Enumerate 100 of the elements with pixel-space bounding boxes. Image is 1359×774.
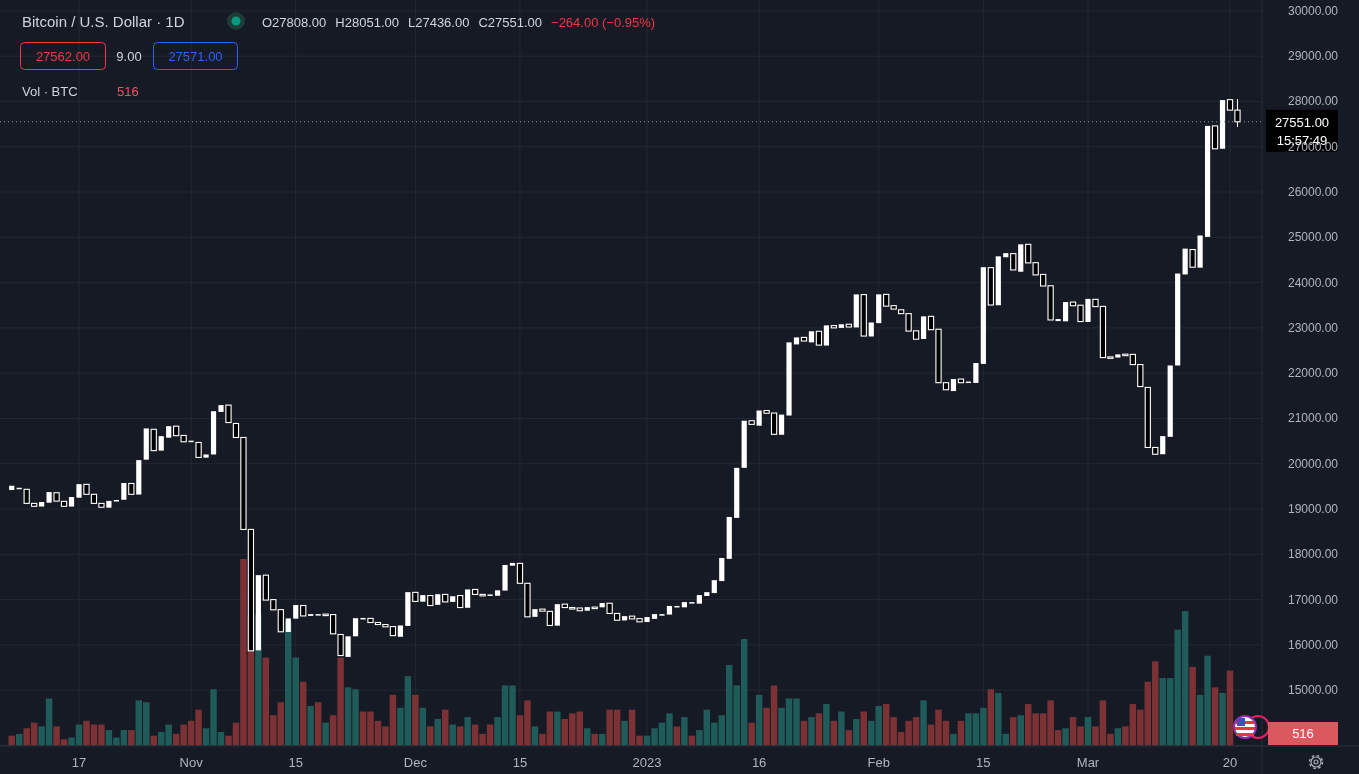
y-tick-label: 25000.00 xyxy=(1287,230,1339,245)
candlestick xyxy=(980,267,986,364)
candlestick xyxy=(957,378,965,384)
candlestick xyxy=(860,294,867,337)
annotation: 9.00 xyxy=(116,49,142,64)
candlestick xyxy=(442,593,449,603)
candlestick xyxy=(726,516,732,559)
candlestick xyxy=(405,592,411,626)
candlestick xyxy=(397,625,403,637)
bar xyxy=(427,726,434,745)
candlestick xyxy=(285,618,291,632)
y-tick-label: 17000.00 xyxy=(1287,592,1339,607)
x-tick-label: 15 xyxy=(288,755,303,770)
candlestick xyxy=(704,592,710,596)
x-tick-label: Feb xyxy=(867,755,890,770)
candlestick xyxy=(450,596,456,602)
bar xyxy=(299,681,307,745)
bar xyxy=(987,689,995,745)
bar xyxy=(434,718,441,745)
y-tick-label: 24000.00 xyxy=(1287,275,1339,290)
candlestick xyxy=(622,616,628,621)
y-tick-label: 18000.00 xyxy=(1287,547,1339,562)
bar xyxy=(419,707,427,745)
bar xyxy=(15,733,23,745)
bar xyxy=(1226,670,1234,745)
bar xyxy=(314,702,322,745)
candlestick xyxy=(210,411,217,455)
bar xyxy=(128,730,135,745)
candlestick xyxy=(920,316,927,339)
bar xyxy=(591,733,598,745)
x-tick-label: Dec xyxy=(403,755,428,770)
candlestick xyxy=(800,336,808,342)
candlestick xyxy=(554,604,560,626)
candlestick xyxy=(853,294,859,328)
bar xyxy=(322,722,329,745)
bar xyxy=(808,717,815,745)
bar xyxy=(1084,717,1092,745)
candlestick xyxy=(651,614,658,619)
y-tick-label: 26000.00 xyxy=(1287,185,1339,200)
candlestick xyxy=(465,589,471,608)
candlestick xyxy=(734,467,740,518)
y-tick-label: 21000.00 xyxy=(1287,411,1339,426)
candlestick xyxy=(166,426,172,438)
candlestick xyxy=(1211,125,1219,150)
candlestick xyxy=(121,483,127,500)
y-tick-label: 20000.00 xyxy=(1287,456,1339,471)
x-tick-label: 2023 xyxy=(632,755,662,770)
annotation: L27436.00 xyxy=(407,15,470,30)
bar xyxy=(584,728,591,745)
x-tick-label: 17 xyxy=(71,755,87,770)
y-tick-label: 23000.00 xyxy=(1287,320,1339,335)
annotation: 516 xyxy=(117,84,139,99)
annotation: 27562.00 xyxy=(35,49,91,64)
bar xyxy=(598,733,606,745)
bar xyxy=(412,694,419,745)
candlestick xyxy=(830,325,838,329)
candlestick xyxy=(711,580,717,594)
bar xyxy=(621,720,628,745)
bar xyxy=(8,735,15,745)
x-tick-label: 15 xyxy=(976,755,991,770)
bar xyxy=(464,717,471,745)
annotation: O27808.00 xyxy=(262,15,327,30)
candlestick xyxy=(845,323,852,328)
bar xyxy=(531,726,539,745)
bar xyxy=(1219,692,1226,745)
candlestick xyxy=(293,605,299,619)
candlestick xyxy=(9,485,15,491)
bar xyxy=(681,717,688,745)
bar xyxy=(950,733,957,745)
bar xyxy=(823,704,830,745)
y-tick-label: 30000.00 xyxy=(1287,3,1339,18)
y-tick-label: 29000.00 xyxy=(1287,49,1339,64)
bar xyxy=(845,730,853,745)
y-tick-label: 16000.00 xyxy=(1287,637,1339,652)
candlestick xyxy=(1062,302,1069,322)
y-tick-label: 28000.00 xyxy=(1287,94,1339,109)
candlestick xyxy=(1219,100,1226,149)
bar xyxy=(150,735,157,745)
bar xyxy=(860,711,868,745)
bar xyxy=(1114,728,1122,745)
candlestick xyxy=(1175,273,1181,366)
candlestick xyxy=(494,590,501,596)
candlestick xyxy=(1197,235,1203,268)
candlestick xyxy=(1167,365,1173,437)
candlestick xyxy=(681,602,687,608)
text: Bitcoin / U.S. Dollar · 1D xyxy=(22,13,185,30)
bar xyxy=(838,711,845,745)
candlestick xyxy=(666,605,673,615)
y-tick-label: 19000.00 xyxy=(1287,502,1339,517)
bar xyxy=(1189,666,1196,745)
bar xyxy=(800,720,808,745)
annotation: C27551.00 xyxy=(478,15,543,30)
candlestick xyxy=(352,618,359,637)
y-tick-label: 15000.00 xyxy=(1287,683,1339,698)
bar xyxy=(554,711,561,745)
candlestick xyxy=(300,604,307,617)
bar xyxy=(748,722,755,745)
bar xyxy=(1062,728,1069,745)
candlestick xyxy=(502,564,508,591)
bar xyxy=(1017,715,1024,745)
